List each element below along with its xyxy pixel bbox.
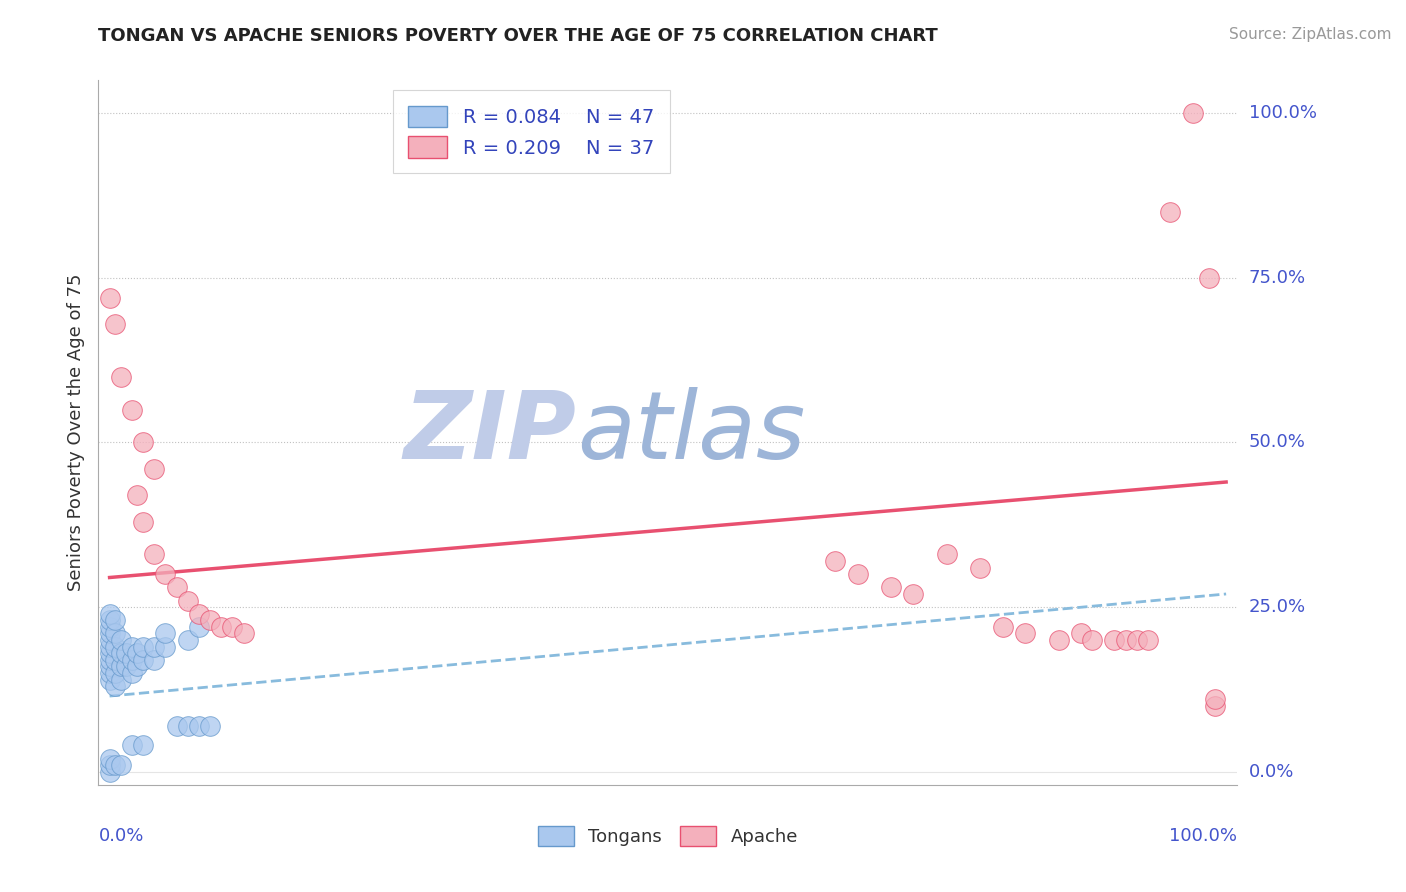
Point [824,554,846,568]
Text: Source: ZipAtlas.com: Source: ZipAtlas.com [1229,27,1392,42]
Point [98,291,121,305]
Point [166,719,188,733]
Point [177,633,200,648]
Point [98,620,121,634]
Point [104,758,127,772]
Point [198,613,221,627]
Point [903,587,925,601]
Point [209,620,232,634]
Point [98,764,121,779]
Point [132,653,155,667]
Point [132,640,155,654]
Point [187,719,209,733]
Text: 0.0%: 0.0% [1249,763,1294,780]
Point [98,613,121,627]
Point [110,646,132,660]
Point [177,593,200,607]
Point [115,659,138,673]
Point [143,653,166,667]
Point [98,653,121,667]
Point [121,665,143,680]
Point [1115,633,1137,648]
Point [98,633,121,648]
Point [98,673,121,687]
Point [98,640,121,654]
Text: ZIP: ZIP [404,386,576,479]
Point [98,665,121,680]
Point [221,620,243,634]
Point [98,659,121,673]
Point [232,626,254,640]
Point [104,665,127,680]
Point [115,646,138,660]
Point [1070,626,1092,640]
Y-axis label: Seniors Poverty Over the Age of 75: Seniors Poverty Over the Age of 75 [66,274,84,591]
Point [143,462,166,476]
Point [104,653,127,667]
Point [143,548,166,562]
Point [110,369,132,384]
Point [110,673,132,687]
Point [1081,633,1104,648]
Text: 75.0%: 75.0% [1249,268,1306,287]
Point [104,613,127,627]
Text: 0.0%: 0.0% [98,827,143,846]
Point [198,719,221,733]
Point [98,751,121,765]
Point [121,739,143,753]
Point [132,739,155,753]
Legend: Tongans, Apache: Tongans, Apache [530,819,806,854]
Point [880,581,903,595]
Point [1014,626,1036,640]
Point [132,515,155,529]
Point [1047,633,1070,648]
Point [1104,633,1126,648]
Point [127,646,149,660]
Point [155,626,177,640]
Point [846,567,869,582]
Point [187,620,209,634]
Point [1181,106,1204,120]
Text: atlas: atlas [576,387,806,478]
Point [104,679,127,693]
Point [98,758,121,772]
Point [143,640,166,654]
Point [132,435,155,450]
Point [104,640,127,654]
Text: 100.0%: 100.0% [1249,104,1316,122]
Point [177,719,200,733]
Point [166,581,188,595]
Point [104,626,127,640]
Point [1126,633,1149,648]
Point [1136,633,1159,648]
Text: 50.0%: 50.0% [1249,434,1306,451]
Point [127,488,149,502]
Point [110,659,132,673]
Point [98,626,121,640]
Point [969,560,991,574]
Text: TONGAN VS APACHE SENIORS POVERTY OVER THE AGE OF 75 CORRELATION CHART: TONGAN VS APACHE SENIORS POVERTY OVER TH… [98,27,938,45]
Point [1204,692,1226,706]
Text: 25.0%: 25.0% [1249,599,1306,616]
Point [1204,698,1226,713]
Point [155,567,177,582]
Point [1159,205,1181,219]
Point [121,402,143,417]
Point [187,607,209,621]
Point [991,620,1014,634]
Point [155,640,177,654]
Point [110,633,132,648]
Point [98,646,121,660]
Point [104,317,127,331]
Point [1198,270,1220,285]
Text: 100.0%: 100.0% [1170,827,1237,846]
Point [936,548,959,562]
Point [110,758,132,772]
Point [121,653,143,667]
Point [121,640,143,654]
Point [98,607,121,621]
Point [127,659,149,673]
